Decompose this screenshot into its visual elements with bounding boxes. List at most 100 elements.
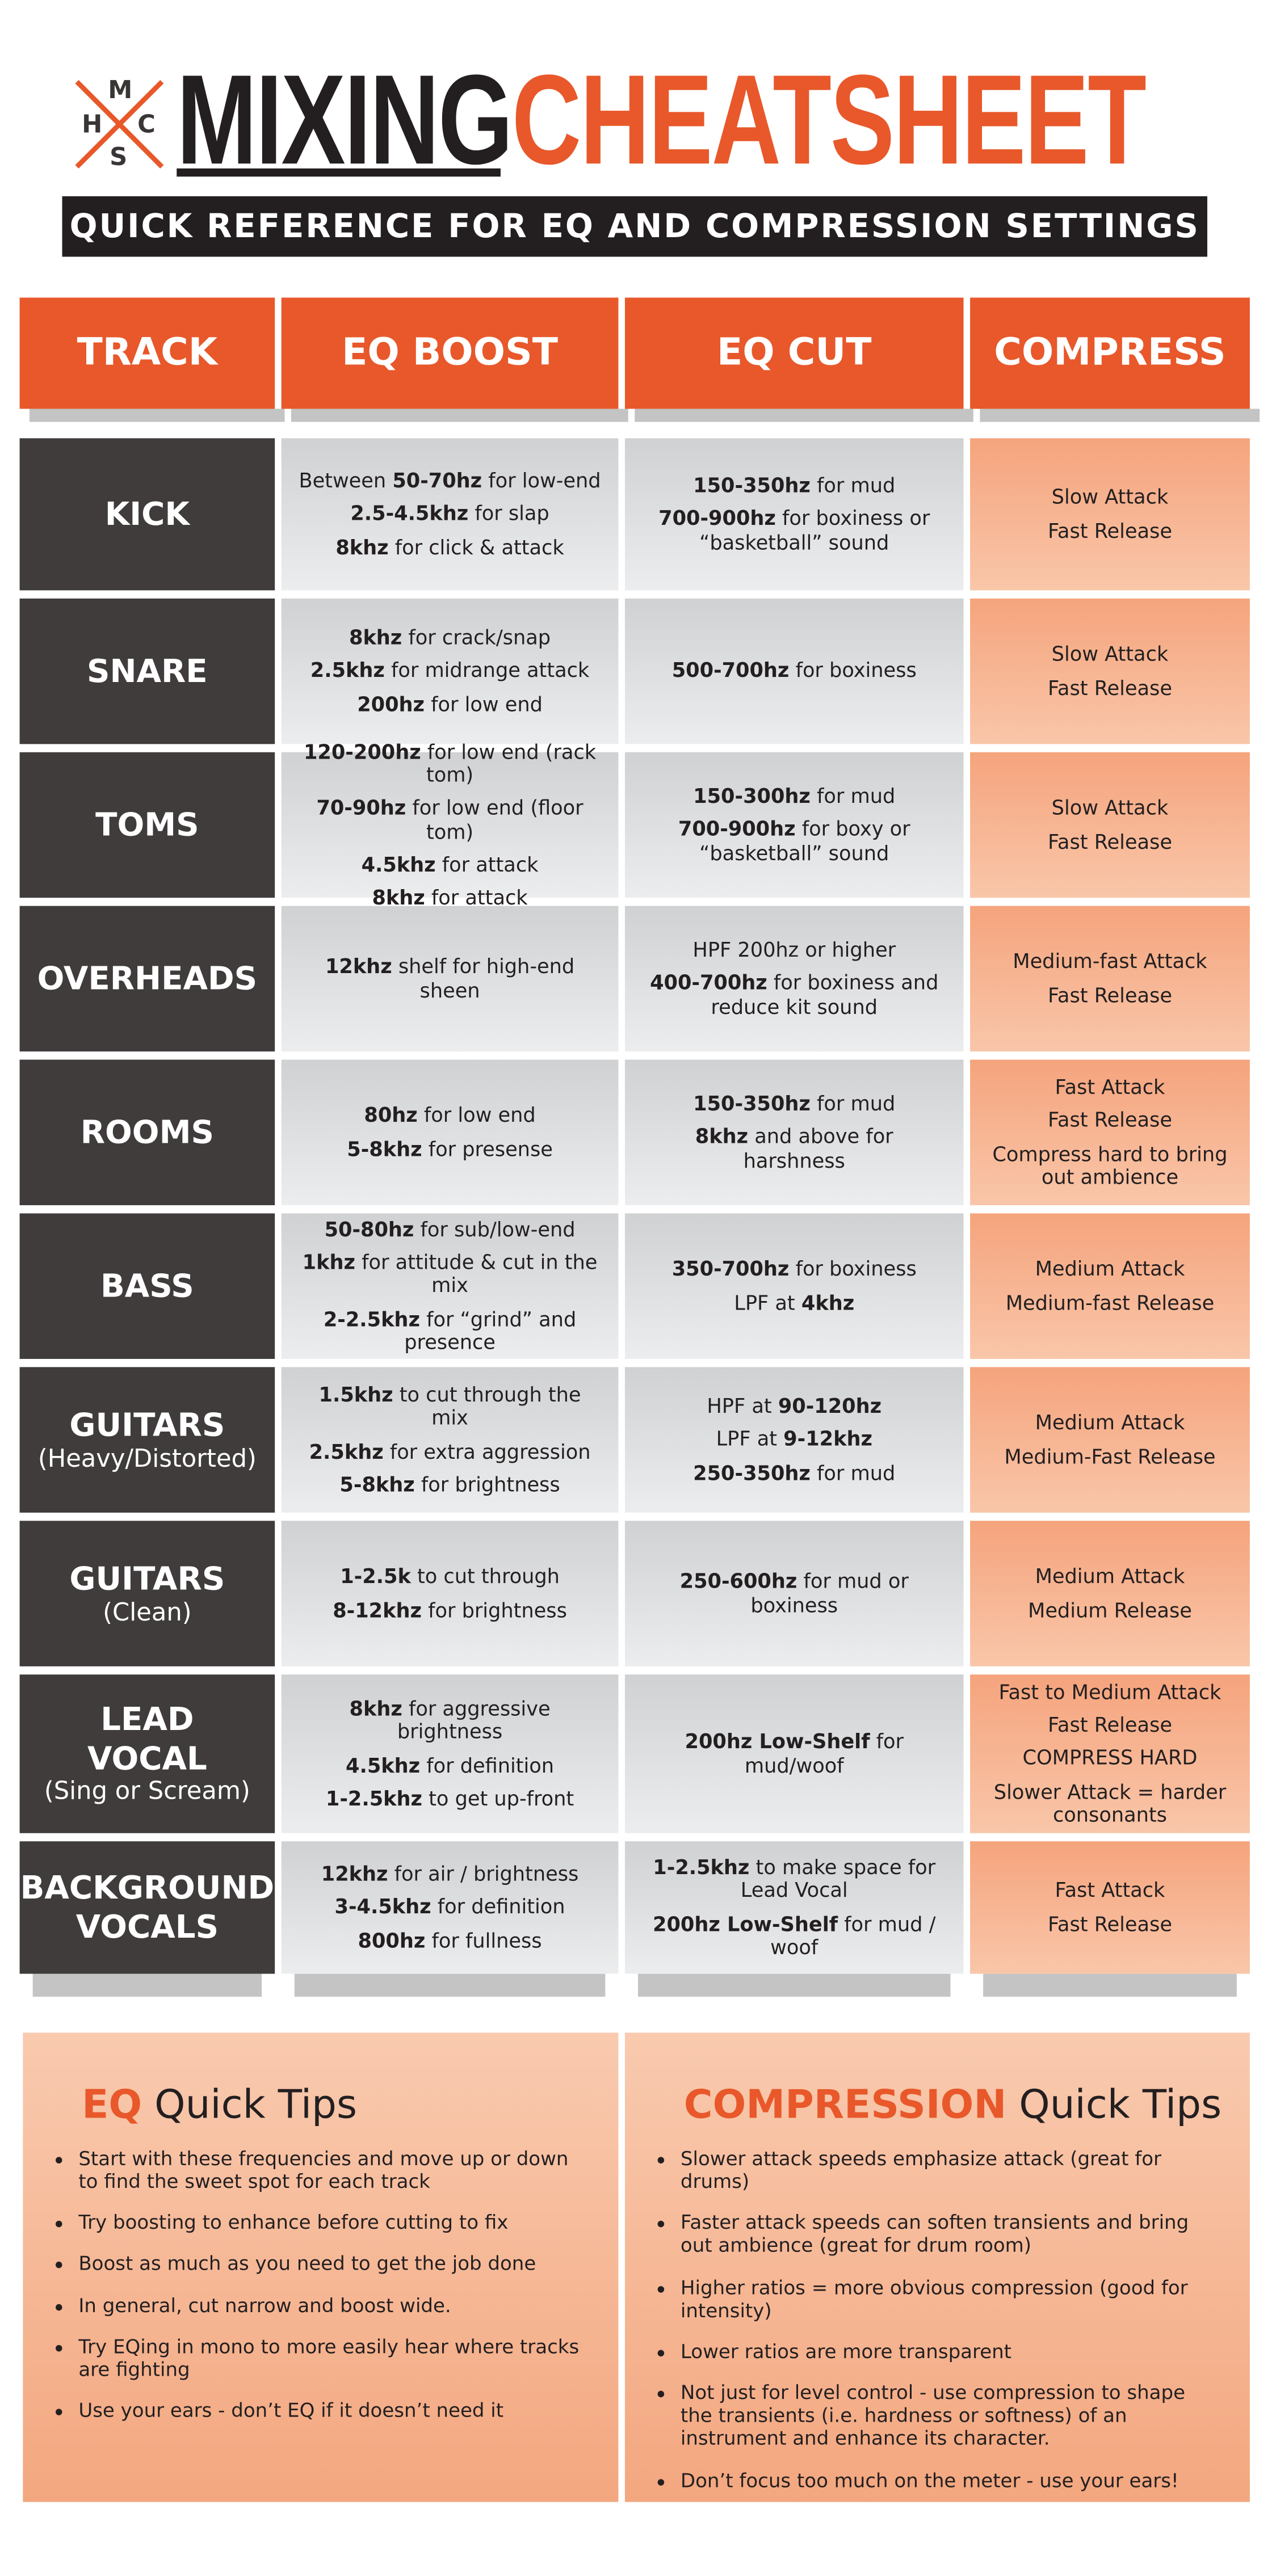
- track-cell: KICK: [19, 438, 275, 591]
- tip-item: Higher ratios = more obvious compression…: [681, 2276, 1220, 2322]
- cell-line: Fast to Medium Attack: [998, 1681, 1222, 1705]
- cell-line: 400-700hz for boxiness and reduce kit so…: [641, 972, 947, 1018]
- logo-letter: H: [82, 110, 103, 139]
- track-name: GUITARS: [69, 1407, 225, 1445]
- text: HPF at: [707, 1395, 778, 1419]
- header-shadow: [29, 409, 285, 422]
- text: for low end (rack tom): [421, 741, 597, 788]
- cell-line: COMPRESS HARD: [1022, 1747, 1198, 1770]
- text: for low-end: [482, 470, 601, 493]
- eq-boost-cell: Between 50-70hz for low-end 2.5-4.5khz fo…: [281, 438, 619, 591]
- cell-line: 120-200hz for low end (rack tom): [298, 742, 602, 788]
- track-name: SNARE: [87, 652, 208, 690]
- text: for mud/woof: [744, 1731, 904, 1777]
- eq-cut-cell: 150-300hz for mud 700-900hz for boxy or “…: [624, 752, 964, 898]
- cell-line: Fast Release: [1047, 1912, 1172, 1935]
- cell-line: 1-2.5khz to make space for Lead Vocal: [641, 1857, 947, 1902]
- track-cell: BASS: [19, 1213, 275, 1359]
- bold-text: 8khz: [695, 1126, 749, 1149]
- compress-cell: Fast to Medium Attack Fast Release COMPRES…: [970, 1674, 1250, 1833]
- track-name: GUITARS: [69, 1560, 225, 1598]
- bold-text: 120-200hz: [303, 741, 421, 765]
- cell-line: 5-8khz for presense: [347, 1137, 553, 1160]
- bold-text: 8khz: [372, 885, 425, 909]
- tip-item: Try boosting to enhance before cutting t…: [78, 2211, 589, 2234]
- eq-cut-cell: 150-350hz for mud 700-900hz for boxiness …: [624, 438, 964, 591]
- eq-cut-cell: 250-600hz for mud or boxiness: [624, 1521, 964, 1666]
- track-cell: BACKGROUND VOCALS: [19, 1841, 275, 1974]
- cell-line: HPF at 90-120hz: [707, 1396, 882, 1419]
- eq-cut-cell: HPF 200hz or higher 400-700hz for boxines…: [624, 906, 964, 1052]
- track-cell: TOMS: [19, 752, 275, 898]
- tips-title-rest: Quick Tips: [142, 2081, 358, 2128]
- bold-text: 9-12khz: [783, 1428, 872, 1451]
- bold-text: 50-70hz: [392, 470, 482, 493]
- text: for mud: [810, 475, 896, 498]
- cell-line: Fast Release: [1047, 676, 1172, 700]
- eq-boost-cell: 12khz shelf for high-end sheen: [281, 906, 619, 1052]
- track-cell: ROOMS: [19, 1059, 275, 1206]
- logo-letter: M: [108, 75, 133, 105]
- cell-line: Medium Release: [1028, 1598, 1192, 1622]
- table-shadow: [294, 1973, 606, 1997]
- text: for brightness: [414, 1472, 560, 1496]
- eq-boost-cell: 50-80hz for sub/low-end 1khz for attitude…: [281, 1213, 619, 1359]
- track-name: ROOMS: [80, 1113, 215, 1151]
- bold-text: 1-2.5k: [340, 1565, 411, 1589]
- bold-text: 70-90hz: [316, 797, 406, 820]
- tips-list: Start with these frequencies and move up…: [49, 2147, 589, 2440]
- bold-text: 2.5khz: [310, 659, 385, 683]
- cell-line: Medium Attack: [1035, 1412, 1185, 1435]
- bold-text: 200hz Low-Shelf: [685, 1731, 870, 1754]
- bold-text: 2.5khz: [309, 1439, 384, 1463]
- bold-text: 4.5khz: [346, 1753, 421, 1777]
- bold-text: 200hz: [357, 692, 425, 715]
- text: for fullness: [425, 1929, 542, 1952]
- cell-line: 3-4.5khz for definition: [335, 1896, 565, 1919]
- bold-text: 800hz: [358, 1929, 426, 1952]
- cell-line: Fast Release: [1047, 983, 1172, 1007]
- text: for mud or boxiness: [750, 1571, 909, 1617]
- cell-line: Fast Release: [1047, 1714, 1172, 1738]
- main-title: MIXINGCHEATSHEET: [177, 56, 1147, 183]
- cell-line: Medium Attack: [1035, 1565, 1185, 1589]
- eq-boost-cell: 1.5khz to cut through the mix 2.5khz for …: [281, 1367, 619, 1513]
- cell-line: 1.5khz to cut through the mix: [298, 1384, 602, 1430]
- text: for extra aggression: [383, 1439, 591, 1463]
- eq-cut-cell: 350-700hz for boxiness LPF at 4khz: [624, 1213, 964, 1359]
- bold-text: 90-120hz: [778, 1395, 882, 1419]
- text: for boxiness: [789, 1258, 917, 1281]
- cell-line: Slow Attack: [1051, 643, 1169, 667]
- bold-text: 700-900hz: [678, 818, 796, 841]
- text: for definition: [431, 1896, 565, 1920]
- cell-line: 250-600hz for mud or boxiness: [641, 1571, 947, 1617]
- track-name: LEAD VOCAL: [87, 1701, 207, 1778]
- text: LPF at: [716, 1428, 784, 1451]
- title-part: MIXING: [177, 47, 513, 192]
- text: to make space for Lead Vocal: [740, 1857, 936, 1903]
- bold-text: 50-80hz: [324, 1219, 414, 1242]
- logo-cross: [75, 80, 164, 169]
- cell-line: 70-90hz for low end (floor tom): [298, 797, 602, 843]
- cell-line: Compress hard to bring out ambience: [992, 1142, 1228, 1188]
- text: for mud: [810, 1093, 896, 1116]
- cell-line: 2.5-4.5khz for slap: [350, 503, 549, 525]
- cell-line: 700-900hz for boxy or “basketball” sound: [641, 818, 947, 864]
- tip-item: In general, cut narrow and boost wide.: [78, 2293, 589, 2317]
- tips-panel: COMPRESSION Quick Tips Slower attack spee…: [624, 2032, 1250, 2502]
- track-cell: SNARE: [19, 598, 275, 744]
- text: for boxy or “basketball” sound: [699, 818, 910, 865]
- tip-item: Faster attack speeds can soften transien…: [681, 2211, 1220, 2258]
- cell-line: Slower Attack = harder consonants: [993, 1780, 1227, 1826]
- compress-cell: Fast Attack Fast Release Compress hard to …: [970, 1059, 1250, 1206]
- cell-line: 8khz for click & attack: [335, 536, 564, 558]
- cell-line: Fast Release: [1047, 519, 1172, 542]
- text: Between: [299, 470, 393, 493]
- text: for boxiness or “basketball” sound: [699, 507, 930, 554]
- header-shadow: [291, 409, 628, 422]
- cell-line: Medium Attack: [1035, 1258, 1185, 1281]
- compress-cell: Medium Attack Medium Release: [970, 1521, 1250, 1666]
- cell-line: 1khz for attitude & cut in the mix: [298, 1252, 602, 1298]
- text: for low end: [417, 1104, 536, 1128]
